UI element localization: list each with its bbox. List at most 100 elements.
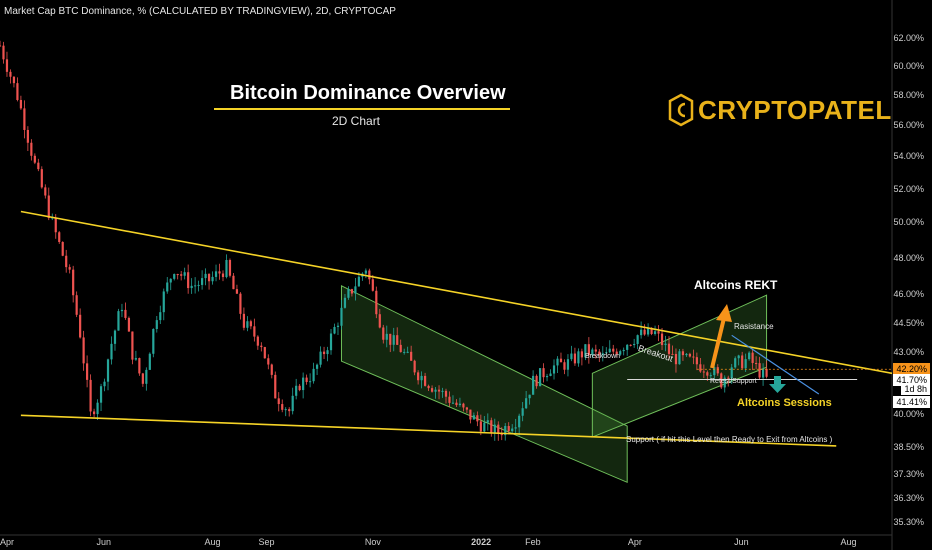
- candle-body: [270, 364, 273, 375]
- candle-body: [260, 345, 263, 348]
- candle-body: [382, 327, 385, 340]
- candle-body: [124, 309, 127, 318]
- candle-body: [667, 343, 671, 354]
- candle-body: [403, 351, 406, 353]
- candle-body: [737, 355, 740, 359]
- candle-body: [120, 309, 124, 312]
- candle-body: [657, 331, 660, 334]
- candle-body: [305, 377, 308, 382]
- candle-body: [573, 353, 577, 364]
- candle-body: [465, 407, 469, 410]
- candle-body: [368, 270, 371, 280]
- altcoins-rekt-arrow-head: [716, 304, 732, 322]
- candle-body: [744, 359, 747, 369]
- candle-body: [155, 320, 158, 329]
- candle-body: [640, 329, 643, 336]
- price-tag: 41.41%: [893, 396, 930, 409]
- candle-body: [451, 402, 455, 404]
- candle-body: [598, 351, 601, 355]
- candle-body: [385, 333, 388, 340]
- candle-body: [437, 389, 441, 392]
- candle-body: [256, 336, 259, 346]
- candle-body: [448, 396, 451, 403]
- candle-body: [5, 59, 9, 72]
- candle-body: [765, 368, 768, 377]
- candle-body: [420, 375, 423, 381]
- brand-name: CRYPTOPATEL: [698, 94, 892, 125]
- x-tick-label: Aug: [204, 537, 221, 547]
- candle-body: [605, 352, 608, 354]
- x-tick-label: Feb: [525, 537, 541, 547]
- candle-body: [636, 335, 639, 344]
- candle-body: [2, 45, 5, 60]
- candle-body: [507, 426, 510, 432]
- candle-body: [47, 195, 50, 219]
- candle-body: [214, 271, 218, 277]
- y-tick-label: 48.00%: [893, 252, 924, 263]
- candle-body: [148, 353, 151, 370]
- candle-body: [336, 325, 340, 327]
- candle-body: [37, 162, 40, 170]
- candle-body: [525, 398, 528, 409]
- candle-body: [288, 409, 291, 412]
- candle-body: [103, 381, 106, 387]
- candle-body: [86, 363, 89, 380]
- candle-body: [117, 311, 120, 331]
- candle-body: [221, 273, 225, 278]
- candle-body: [688, 353, 692, 357]
- candle-body: [758, 363, 761, 378]
- candle-body: [490, 420, 493, 434]
- candle-body: [706, 372, 709, 376]
- breakdown-label: Breakdown: [585, 353, 621, 360]
- candle-body: [72, 269, 75, 296]
- candle-body: [218, 271, 221, 274]
- candle-body: [646, 327, 650, 335]
- sessions-arrow-shaft: [774, 376, 781, 384]
- candle-body: [723, 377, 726, 388]
- candle-body: [267, 358, 270, 365]
- candle-body: [535, 375, 538, 387]
- candle-body: [653, 331, 657, 335]
- candle-body: [375, 290, 378, 315]
- chart-header: Market Cap BTC Dominance, % (CALCULATED …: [4, 6, 396, 17]
- candle-body: [75, 295, 78, 315]
- candle-body: [518, 415, 521, 428]
- candle-body: [563, 362, 566, 370]
- y-tick-label: 62.00%: [893, 32, 924, 43]
- candle-body: [591, 349, 594, 356]
- y-tick-label: 50.00%: [893, 217, 924, 228]
- candle-body: [12, 76, 16, 84]
- x-tick-label: Apr: [627, 537, 642, 547]
- candle-body: [291, 395, 294, 412]
- x-tick-label: Sep: [258, 537, 275, 547]
- candle-body: [127, 317, 131, 332]
- candle-body: [159, 312, 162, 321]
- candle-body: [225, 260, 228, 278]
- candle-body: [281, 404, 284, 410]
- y-tick-label: 56.00%: [893, 120, 924, 131]
- price-tag: 41.70%: [893, 373, 930, 386]
- candle-body: [671, 353, 674, 355]
- candle-body: [211, 276, 214, 282]
- candle-body: [685, 353, 688, 356]
- x-tick-label: Jun: [734, 537, 749, 547]
- candle-body: [309, 381, 312, 383]
- y-tick-label: 38.50%: [893, 442, 924, 453]
- retest-label: Retest/Support: [710, 378, 757, 385]
- candle-body: [333, 326, 336, 334]
- candle-body: [577, 351, 580, 364]
- candle-body: [713, 367, 716, 376]
- candle-body: [552, 365, 556, 374]
- candle-body: [371, 279, 374, 291]
- candle-body: [629, 344, 632, 346]
- candle-body: [19, 99, 23, 109]
- candle-body: [472, 415, 475, 420]
- candle-body: [389, 333, 392, 345]
- candle-body: [79, 314, 82, 338]
- candle-body: [462, 403, 465, 408]
- y-tick-label: 54.00%: [893, 151, 924, 162]
- candle-body: [413, 360, 416, 373]
- candle-body: [197, 284, 200, 286]
- candle-body: [417, 372, 420, 381]
